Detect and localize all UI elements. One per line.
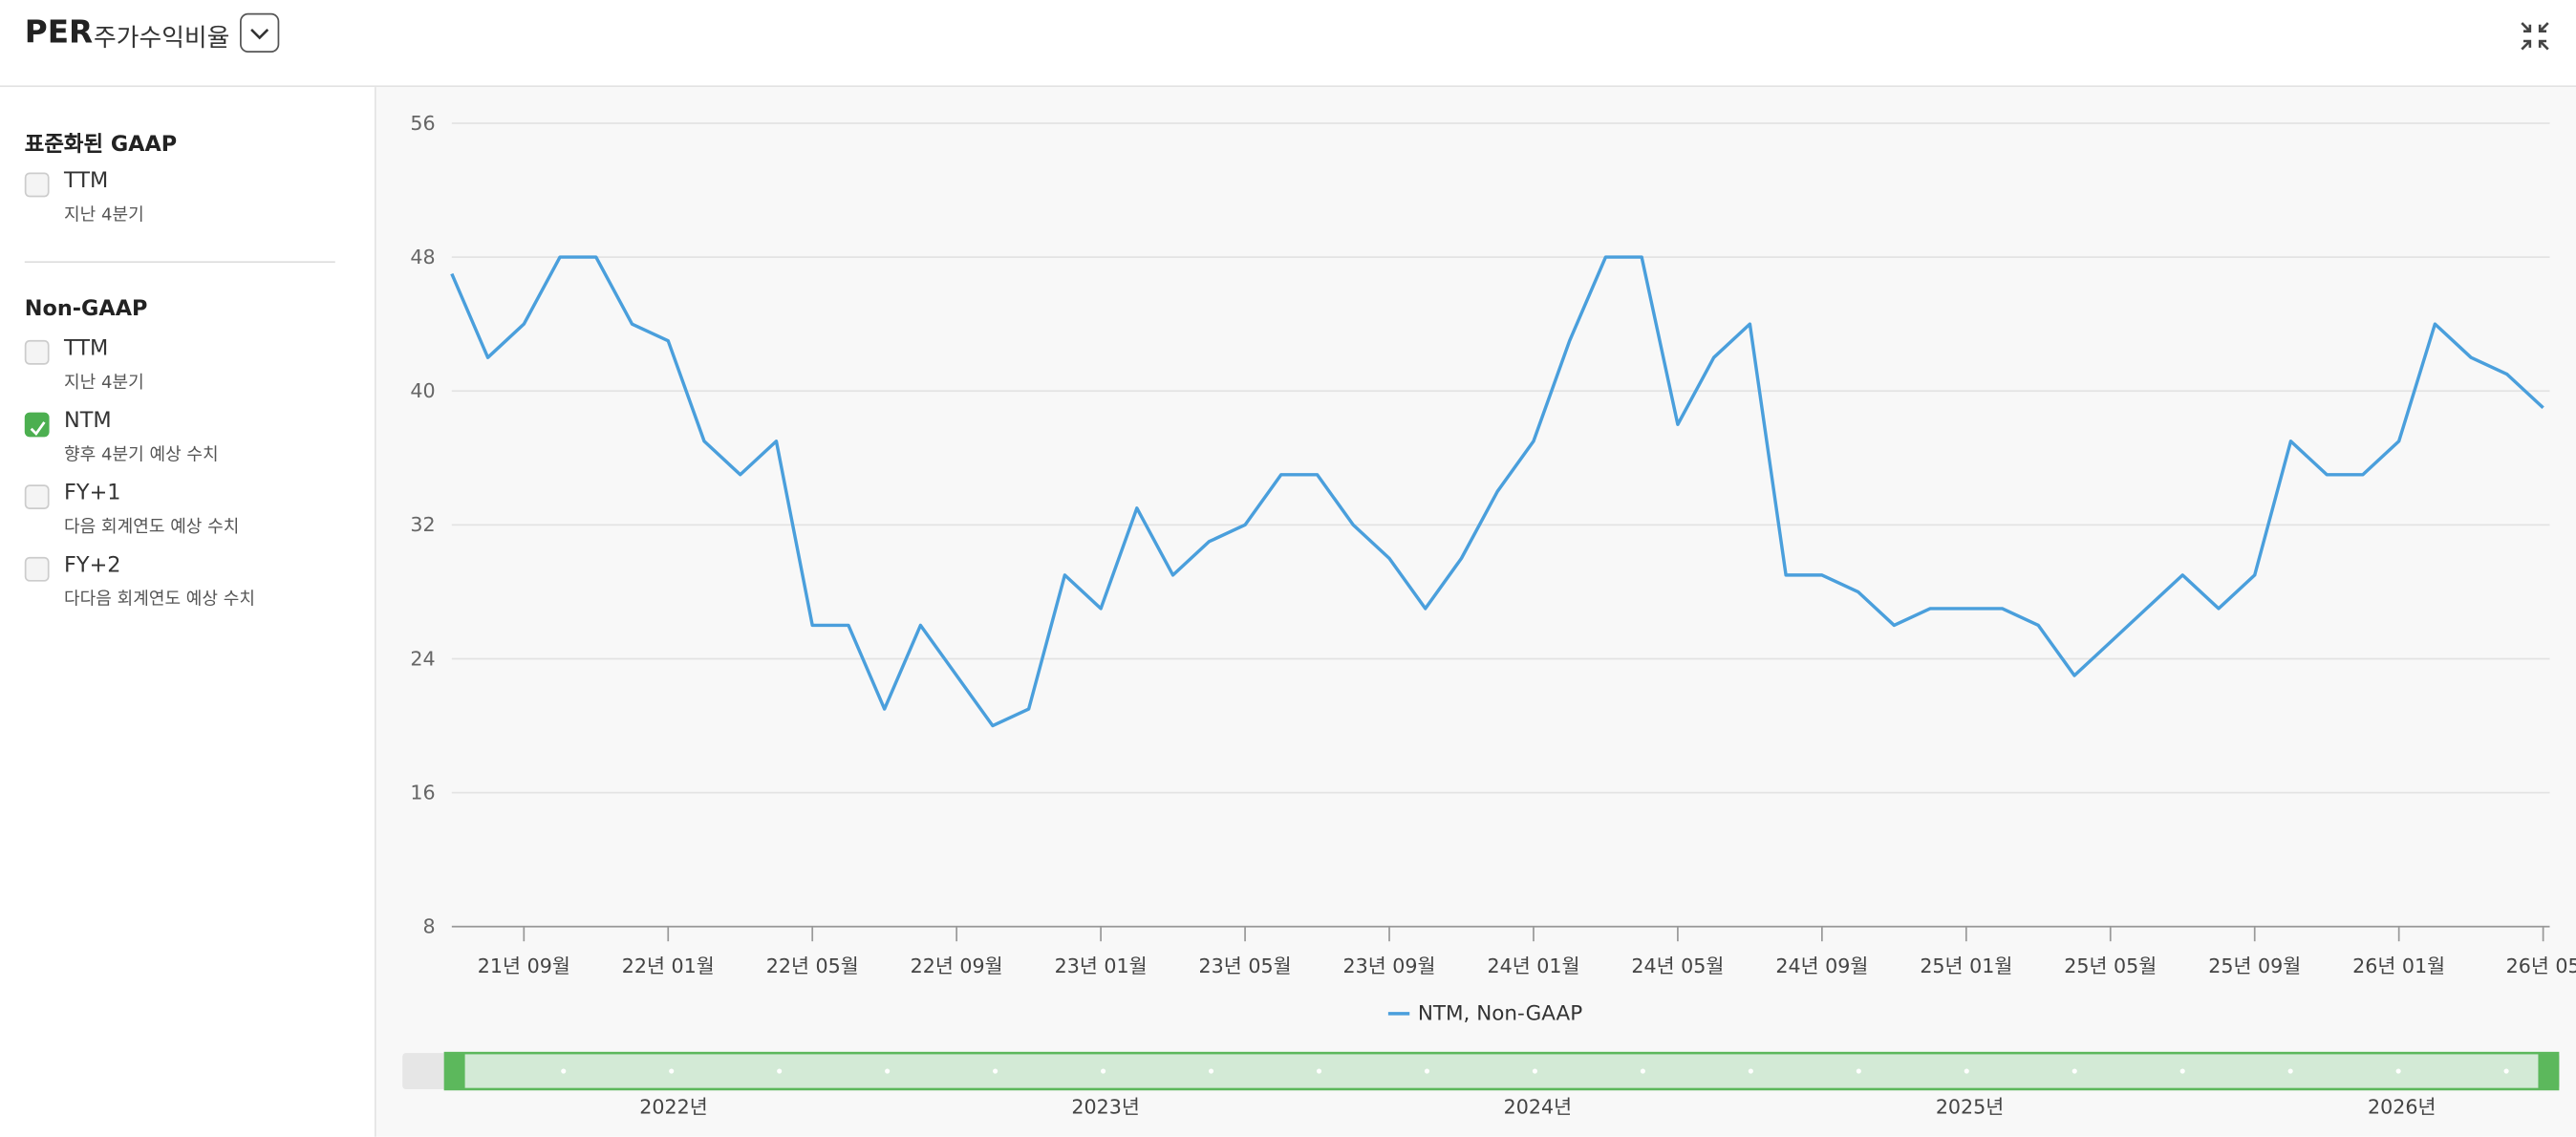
navigator-dot: [2072, 1068, 2077, 1074]
checkbox[interactable]: [24, 339, 50, 365]
y-tick-label: 16: [410, 781, 435, 804]
dropdown-button[interactable]: [240, 12, 280, 54]
chart: 8 16 24 32 40 48 56 21년 09월 22년 01월 22년 05월 22년 09…: [376, 87, 2576, 1137]
x-tick-label: 22년 05월: [766, 955, 859, 977]
x-tick-label: 22년 01월: [622, 955, 715, 977]
navigator-dot: [1748, 1068, 1753, 1074]
option-label: TTM: [64, 169, 109, 194]
group-title: Non-GAAP: [24, 297, 148, 323]
navigator-label: 2026년: [2368, 1096, 2436, 1119]
x-tick-label: 21년 09월: [478, 955, 570, 977]
navigator-label: 2024년: [1504, 1096, 1572, 1119]
x-tick-label: 25년 05월: [2064, 955, 2157, 977]
header: PER 주가수익비율: [0, 0, 2576, 88]
x-tick-label: 26년 05: [2506, 955, 2576, 977]
navigator-dot: [1856, 1068, 1861, 1074]
y-tick-label: 56: [410, 112, 435, 135]
option-label: FY+1: [64, 481, 121, 506]
navigator-dot: [2179, 1068, 2185, 1074]
data-line: [450, 255, 2544, 728]
navigator-dot: [1964, 1068, 1969, 1074]
option-sub: 다음 회계연도 예상 수치: [64, 517, 240, 538]
navigator-dot: [1424, 1068, 1430, 1074]
navigator-dot: [993, 1068, 998, 1074]
x-tick-label: 22년 09월: [911, 955, 1003, 977]
navigator-label: 2025년: [1936, 1096, 2004, 1119]
checkbox[interactable]: [24, 556, 50, 582]
navigator-dot: [2287, 1068, 2293, 1074]
x-tick-label: 25년 09월: [2208, 955, 2301, 977]
legend-label: NTM, Non-GAAP: [1418, 1002, 1582, 1026]
x-tick-label: 23년 01월: [1055, 955, 1148, 977]
y-tick-label: 40: [410, 379, 435, 402]
navigator-dot: [885, 1068, 891, 1074]
collapse-button[interactable]: [2517, 18, 2553, 54]
navigator-handle: [2538, 1053, 2559, 1089]
x-tick-label: 26년 01월: [2352, 955, 2445, 977]
x-tick-label: 25년 01월: [1920, 955, 2012, 977]
navigator-dot: [669, 1068, 675, 1074]
navigator-window: [443, 1051, 2560, 1091]
y-tick-label: 48: [410, 246, 435, 268]
navigator-dot: [2503, 1068, 2509, 1074]
navigator-dot: [1316, 1068, 1322, 1074]
chevron-icon: [250, 29, 269, 40]
x-tick-label: 24년 09월: [1775, 955, 1868, 977]
option-label: NTM: [64, 409, 112, 434]
navigator-dot: [2395, 1068, 2401, 1074]
navigator-dot: [777, 1068, 783, 1074]
option-sub: 지난 4분기: [64, 204, 144, 225]
group-title: 표준화된 GAAP: [24, 133, 178, 159]
checkbox[interactable]: [24, 172, 50, 198]
option-sub: 향후 4분기 예상 수치: [64, 444, 219, 465]
navigator-dot: [561, 1068, 567, 1074]
x-tick-label: 23년 05월: [1199, 955, 1292, 977]
title: PER: [24, 14, 94, 52]
check-icon: [30, 421, 46, 437]
option-sub: 지난 4분기: [64, 373, 144, 393]
x-tick-label: 24년 01월: [1487, 955, 1579, 977]
subtitle: 주가수익비율: [94, 23, 230, 54]
sidebar: 표준화된 GAAP TTM 지난 4분기 Non-GAAP TTM 지난 4분기 NTM 향후…: [0, 87, 376, 1137]
navigator-dot: [1640, 1068, 1645, 1074]
checkbox[interactable]: [24, 412, 50, 438]
navigator-dot: [1208, 1068, 1214, 1074]
separator: [24, 261, 335, 264]
y-tick-label: 8: [423, 915, 436, 938]
option-label: TTM: [64, 336, 109, 362]
y-tick-label: 24: [410, 647, 435, 670]
option-sub: 다다음 회계연도 예상 수치: [64, 590, 255, 610]
x-tick-label: 24년 05월: [1631, 955, 1724, 977]
checkbox[interactable]: [24, 484, 50, 510]
y-tick-label: 32: [410, 513, 435, 536]
navigator-dot: [1532, 1068, 1538, 1074]
navigator-label: 2022년: [639, 1096, 707, 1119]
navigator-label: 2023년: [1071, 1096, 1139, 1119]
navigator-handle: [444, 1053, 465, 1089]
x-tick-label: 23년 09월: [1343, 955, 1436, 977]
option-label: FY+2: [64, 553, 121, 579]
navigator-dot: [1100, 1068, 1106, 1074]
